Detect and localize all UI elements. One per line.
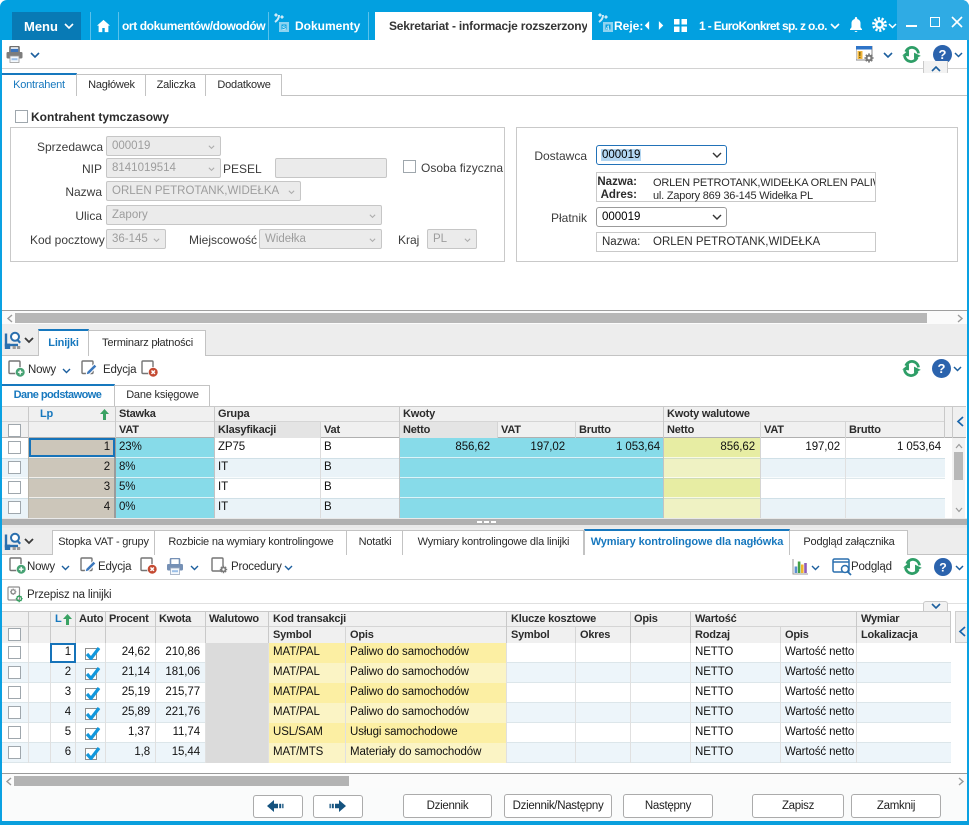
svg-text:?: ? [938, 361, 946, 376]
svg-text:S: S [282, 26, 286, 32]
svg-text:?: ? [939, 560, 947, 574]
svg-text:?: ? [939, 47, 947, 62]
svg-text:4: 4 [606, 26, 610, 32]
svg-text:!: ! [859, 51, 862, 60]
